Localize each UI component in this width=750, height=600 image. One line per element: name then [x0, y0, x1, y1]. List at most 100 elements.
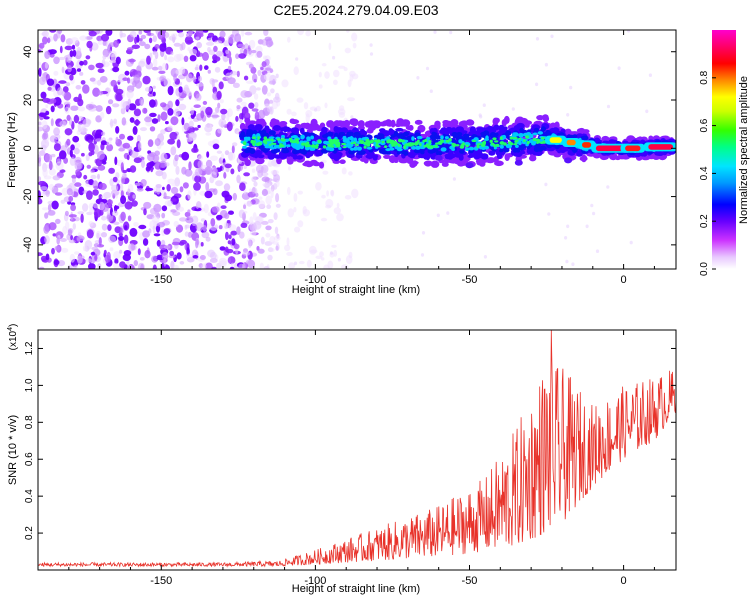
spectrogram-cell: [329, 251, 334, 255]
spectrogram-cell: [197, 155, 204, 161]
spectrogram-cell: [216, 150, 223, 154]
spectrogram-cell: [291, 111, 297, 117]
spectrogram-cell: [353, 137, 357, 143]
spectrogram-cell: [126, 154, 130, 161]
spectrogram-cell: [122, 172, 127, 179]
spectrogram-cell: [268, 247, 275, 253]
spectrogram-cell: [160, 129, 166, 135]
spectrogram-cell: [100, 33, 110, 42]
spectrogram-cell: [267, 254, 273, 261]
spectrogram-cell: [82, 245, 88, 252]
spectrogram-cell: [354, 143, 359, 146]
spectrogram-cell: [154, 150, 160, 156]
spectrogram-cell: [97, 40, 104, 45]
spectrogram-cell: [191, 147, 199, 153]
spectrogram-cell: [88, 179, 94, 186]
spectrogram-cell: [648, 73, 653, 77]
spectrogram-cell: [595, 145, 627, 152]
spectrogram-cell: [536, 146, 544, 152]
spectrogram-cell: [95, 62, 104, 69]
spectrogram-cell: [369, 43, 373, 47]
spectrogram-cell: [210, 226, 217, 232]
spectrogram-cell: [56, 87, 63, 96]
spectrogram-cell: [149, 99, 156, 108]
spectrogram-cell: [350, 142, 354, 145]
spectrogram-cell: [248, 239, 252, 249]
spectrogram-cell: [138, 38, 143, 42]
spectrogram-cell: [197, 75, 202, 82]
spectrogram-cell: [318, 71, 322, 78]
spectrogram-cell: [425, 66, 430, 71]
spectrogram-cell: [123, 234, 129, 244]
spectrogram-cell: [183, 122, 190, 131]
colorbar-tick-label: 0.4: [699, 166, 710, 180]
spectrogram-cell: [463, 133, 470, 139]
spectrogram-cell: [159, 43, 167, 52]
spectrogram-cell: [431, 131, 436, 136]
spectrogram-cell: [38, 42, 45, 49]
spectrogram-cell: [465, 162, 474, 169]
spectrogram-cell: [627, 30, 631, 33]
spectrogram-cell: [306, 136, 311, 141]
spectrogram-cell: [194, 175, 202, 183]
spectrogram-cell: [270, 148, 278, 154]
spectrogram-cell: [243, 172, 251, 177]
spectrogram-cell: [526, 140, 530, 145]
spectrogram-cell: [43, 116, 50, 120]
spectrogram-cell: [43, 131, 49, 140]
spectrogram-cell: [62, 225, 68, 235]
spectrogram-plot-frame: [37, 29, 677, 270]
spectrogram-cell: [95, 105, 103, 112]
spectrogram-cell: [480, 153, 489, 160]
spectrogram-cell: [228, 56, 232, 65]
spectrogram-cell: [194, 207, 202, 212]
spectrogram-cell: [186, 90, 192, 97]
spectrogram-cell: [273, 178, 278, 182]
spectrogram-cell: [169, 131, 178, 140]
spectrogram-cell: [67, 229, 73, 236]
spectrogram-cell: [214, 66, 221, 73]
spectrogram-cell: [365, 154, 374, 159]
spectrogram-cell: [351, 188, 359, 199]
spectrogram-cell: [140, 127, 147, 132]
spectrogram-cell: [206, 151, 210, 158]
spectrogram-cell: [293, 206, 297, 213]
spectrogram-cell: [226, 108, 233, 118]
spectrogram-cell: [106, 214, 113, 220]
spectrogram-cell: [149, 126, 156, 132]
spectrogram-cell: [148, 37, 153, 44]
spectrogram-cell: [77, 211, 85, 215]
spectrogram-cell: [119, 30, 123, 39]
spectrogram-cell: [376, 139, 381, 143]
spectrogram-cell: [236, 97, 243, 103]
spectrogram-cell: [164, 54, 168, 61]
spectrogram-cell: [564, 236, 568, 240]
spectrogram-cell: [558, 132, 565, 137]
spectrogram-cell: [80, 80, 86, 85]
spectrogram-cell: [148, 228, 152, 235]
spectrogram-cell: [86, 119, 92, 125]
spectrogram-cell: [440, 135, 444, 140]
spectrogram-cell: [232, 142, 238, 147]
spectrogram-cell: [39, 186, 48, 191]
spectrogram-cell: [328, 139, 333, 143]
spectrogram-cell: [201, 231, 210, 239]
spectrogram-cell: [537, 131, 543, 135]
spectrogram-cell: [499, 136, 503, 140]
spectrogram-cell: [435, 123, 441, 130]
spectrogram-cell: [67, 65, 72, 73]
spectrogram-cell: [70, 235, 73, 241]
spectrogram-cell: [144, 250, 151, 259]
spectrogram-cell: [216, 214, 223, 220]
spectrogram-cell: [130, 149, 139, 158]
spectrogram-cell: [280, 138, 286, 142]
spectrogram-cell: [152, 225, 156, 234]
colorbar-tick-label: 0.0: [699, 262, 710, 276]
spectrogram-cell: [171, 198, 177, 202]
spectrogram-cell: [207, 32, 215, 38]
spectrogram-cell: [98, 90, 104, 96]
spectrogram-cell: [244, 112, 250, 118]
spectrogram-cell: [187, 209, 191, 214]
spectrogram-cell: [363, 157, 369, 164]
spectrogram-cell: [160, 102, 167, 108]
